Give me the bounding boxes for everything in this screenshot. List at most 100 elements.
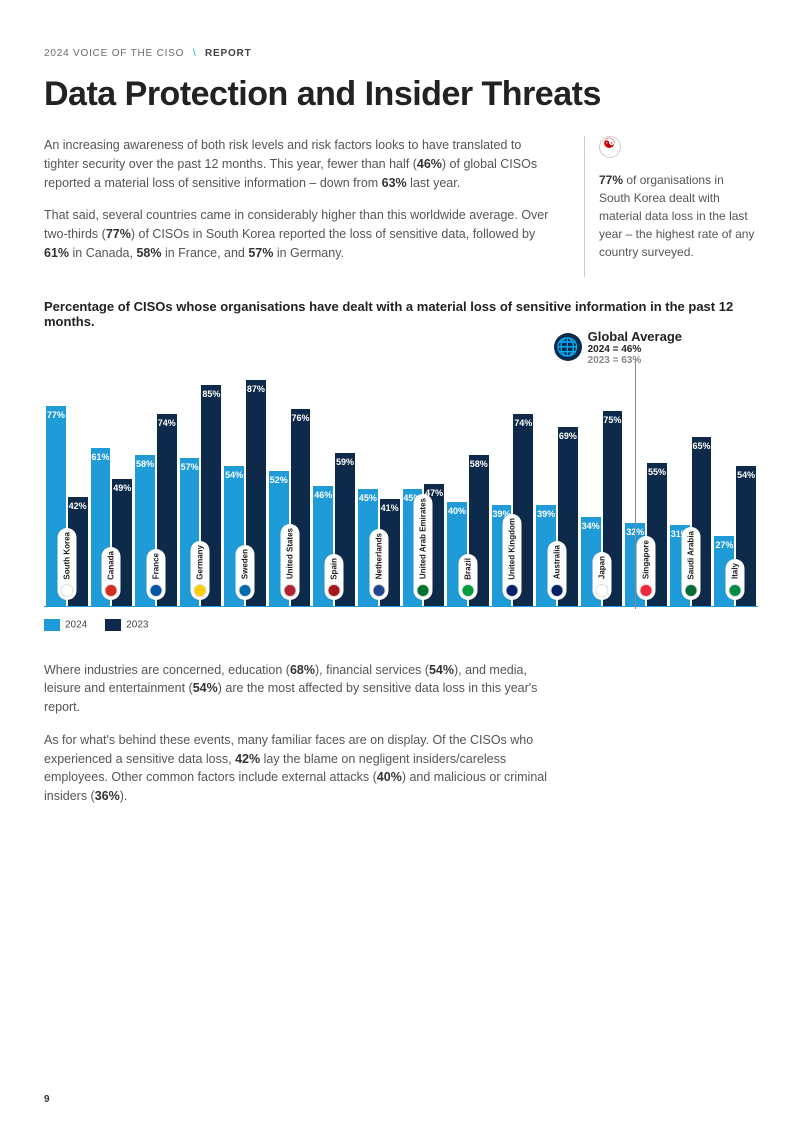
after-text-block: Where industries are concerned, educatio… (44, 661, 564, 806)
country-flag-icon (640, 584, 653, 597)
country-name: Australia (552, 545, 561, 579)
country-flag-icon (105, 584, 118, 597)
legend-2024: 2024 (44, 619, 87, 631)
legend-2023: 2023 (105, 619, 148, 631)
body-paragraph-4: As for what's behind these events, many … (44, 731, 564, 806)
bar-value: 76% (291, 411, 311, 425)
country-label: United States (280, 524, 299, 599)
global-average-label: 🌐 Global Average 2024 = 46% 2023 = 63% (554, 329, 682, 366)
country-name: United States (285, 528, 294, 579)
side-callout: 77% of organisations in South Korea deal… (599, 171, 758, 261)
country-flag-icon (684, 584, 697, 597)
country-label: United Arab Emirates (414, 494, 433, 599)
bar-group: 45%47%United Arab Emirates (403, 347, 445, 606)
country-flag-icon (595, 584, 608, 597)
side-column: 77% of organisations in South Korea deal… (584, 136, 758, 277)
country-label: United Kingdom (503, 514, 522, 600)
bar-group: 46% 59% Spain (313, 347, 355, 606)
country-name: Germany (196, 545, 205, 580)
country-name: Italy (731, 563, 740, 579)
country-name: United Kingdom (508, 518, 517, 580)
bar-value: 75% (603, 413, 623, 427)
globe-icon: 🌐 (554, 333, 582, 361)
bar-value: 57% (180, 460, 200, 474)
bar-group: 31%65%Saudi Arabia (670, 347, 712, 606)
country-label: Saudi Arabia (681, 527, 700, 600)
country-label: Sweden (236, 545, 255, 599)
chart-container: 🌐 Global Average 2024 = 46% 2023 = 63% 7… (44, 347, 758, 607)
body-paragraph-3: Where industries are concerned, educatio… (44, 661, 564, 717)
country-name: South Korea (62, 532, 71, 580)
country-name: Canada (107, 551, 116, 580)
country-name: Brazil (463, 558, 472, 580)
bar-chart: 77%42%South Korea61%49%Canada58%74%Franc… (44, 347, 758, 607)
bar-value: 55% (647, 465, 667, 479)
country-flag-icon (417, 584, 430, 597)
country-label: Singapore (637, 536, 656, 599)
bar-group: 58% 74% France (135, 347, 177, 606)
country-flag-icon (729, 584, 742, 597)
intro-paragraph-2: That said, several countries came in con… (44, 206, 556, 262)
main-column: An increasing awareness of both risk lev… (44, 136, 556, 277)
country-label: South Korea (57, 528, 76, 600)
intro-paragraph-1: An increasing awareness of both risk lev… (44, 136, 556, 192)
bar-value: 54% (736, 468, 756, 482)
page-number: 9 (44, 1094, 50, 1105)
bar-value: 59% (335, 455, 355, 469)
bar-value: 42% (68, 499, 88, 513)
bar-value: 65% (692, 439, 712, 453)
bar-group: 61% 49% Canada (91, 347, 133, 606)
country-flag-icon (149, 584, 162, 597)
chart-legend: 2024 2023 (44, 619, 758, 631)
country-name: Spain (330, 558, 339, 580)
bar-value: 27% (714, 538, 734, 552)
country-flag-icon (194, 584, 207, 597)
country-flag-icon (461, 584, 474, 597)
bar-value: 61% (91, 450, 111, 464)
country-label: Japan (592, 552, 611, 599)
bar-value: 74% (513, 416, 533, 430)
country-flag-icon (506, 584, 519, 597)
country-flag-icon (239, 584, 252, 597)
bar-group: 52% 76% United States (269, 347, 311, 606)
country-name: Singapore (642, 540, 651, 579)
country-name: Saudi Arabia (686, 531, 695, 580)
bar-group: 39%74%United Kingdom (492, 347, 534, 606)
country-label: Canada (102, 547, 121, 600)
bar-value: 46% (313, 488, 333, 502)
bar-value: 49% (112, 481, 132, 495)
bar-value: 45% (358, 491, 378, 505)
bar-value: 54% (224, 468, 244, 482)
bar-value: 85% (201, 387, 221, 401)
bar-value: 74% (157, 416, 177, 430)
bar-group: 39%69%Australia (536, 347, 578, 606)
country-flag-icon (60, 584, 73, 597)
country-label: France (146, 549, 165, 599)
country-name: Japan (597, 556, 606, 579)
header-prefix: 2024 VOICE OF THE CISO (44, 48, 184, 59)
global-average-2024: 2024 = 46% (588, 344, 682, 355)
bar-group: 45%41% Netherlands (358, 347, 400, 606)
country-name: Netherlands (374, 533, 383, 579)
bar-value: 39% (536, 507, 556, 521)
bar-group: 57% 85% Germany (180, 347, 222, 606)
chart-title: Percentage of CISOs whose organisations … (44, 299, 758, 329)
bar-value: 41% (380, 501, 400, 515)
country-flag-icon (328, 584, 341, 597)
global-average-title: Global Average (588, 329, 682, 344)
bar-value: 87% (246, 382, 266, 396)
country-label: Brazil (458, 554, 477, 600)
bar-value: 52% (269, 473, 289, 487)
bar-value: 58% (469, 457, 489, 471)
bar-value: 34% (581, 519, 601, 533)
country-flag-icon (372, 584, 385, 597)
country-name: United Arab Emirates (419, 498, 428, 579)
bar-group: 40% 58% Brazil (447, 347, 489, 606)
country-name: Sweden (241, 549, 250, 579)
country-label: Italy (726, 559, 745, 599)
bar-value: 58% (135, 457, 155, 471)
country-label: Australia (547, 541, 566, 599)
bar-group: 34% 75% Japan (581, 347, 623, 606)
bar-value: 40% (447, 504, 467, 518)
header-suffix: REPORT (205, 48, 251, 59)
